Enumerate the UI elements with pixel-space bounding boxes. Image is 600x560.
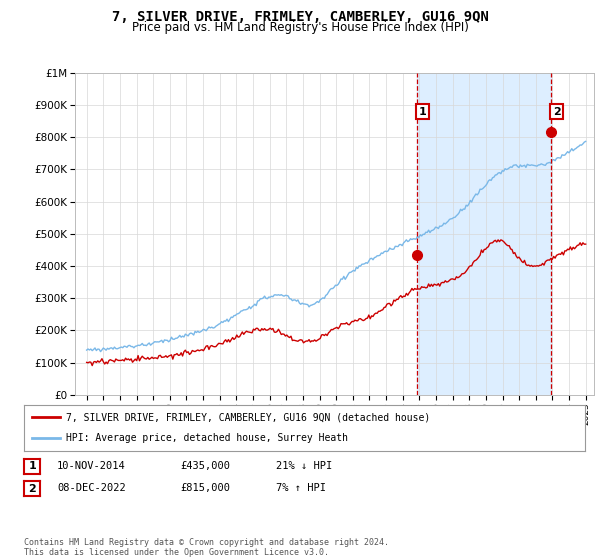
Text: Price paid vs. HM Land Registry's House Price Index (HPI): Price paid vs. HM Land Registry's House … (131, 21, 469, 34)
Bar (417, 73, 551, 395)
Text: HPI: Average price, detached house, Surrey Heath: HPI: Average price, detached house, Surr… (66, 433, 348, 444)
Text: 21% ↓ HPI: 21% ↓ HPI (276, 461, 332, 471)
Text: Contains HM Land Registry data © Crown copyright and database right 2024.
This d: Contains HM Land Registry data © Crown c… (24, 538, 389, 557)
Text: £815,000: £815,000 (180, 483, 230, 493)
Text: 1: 1 (419, 106, 427, 116)
Text: 10-NOV-2014: 10-NOV-2014 (57, 461, 126, 471)
Text: 08-DEC-2022: 08-DEC-2022 (57, 483, 126, 493)
Text: 7, SILVER DRIVE, FRIMLEY, CAMBERLEY, GU16 9QN: 7, SILVER DRIVE, FRIMLEY, CAMBERLEY, GU1… (112, 10, 488, 24)
Text: 2: 2 (28, 484, 36, 493)
Text: 7, SILVER DRIVE, FRIMLEY, CAMBERLEY, GU16 9QN (detached house): 7, SILVER DRIVE, FRIMLEY, CAMBERLEY, GU1… (66, 412, 430, 422)
Text: 1: 1 (28, 461, 36, 471)
Text: £435,000: £435,000 (180, 461, 230, 471)
Text: 2: 2 (553, 106, 560, 116)
Text: 7% ↑ HPI: 7% ↑ HPI (276, 483, 326, 493)
